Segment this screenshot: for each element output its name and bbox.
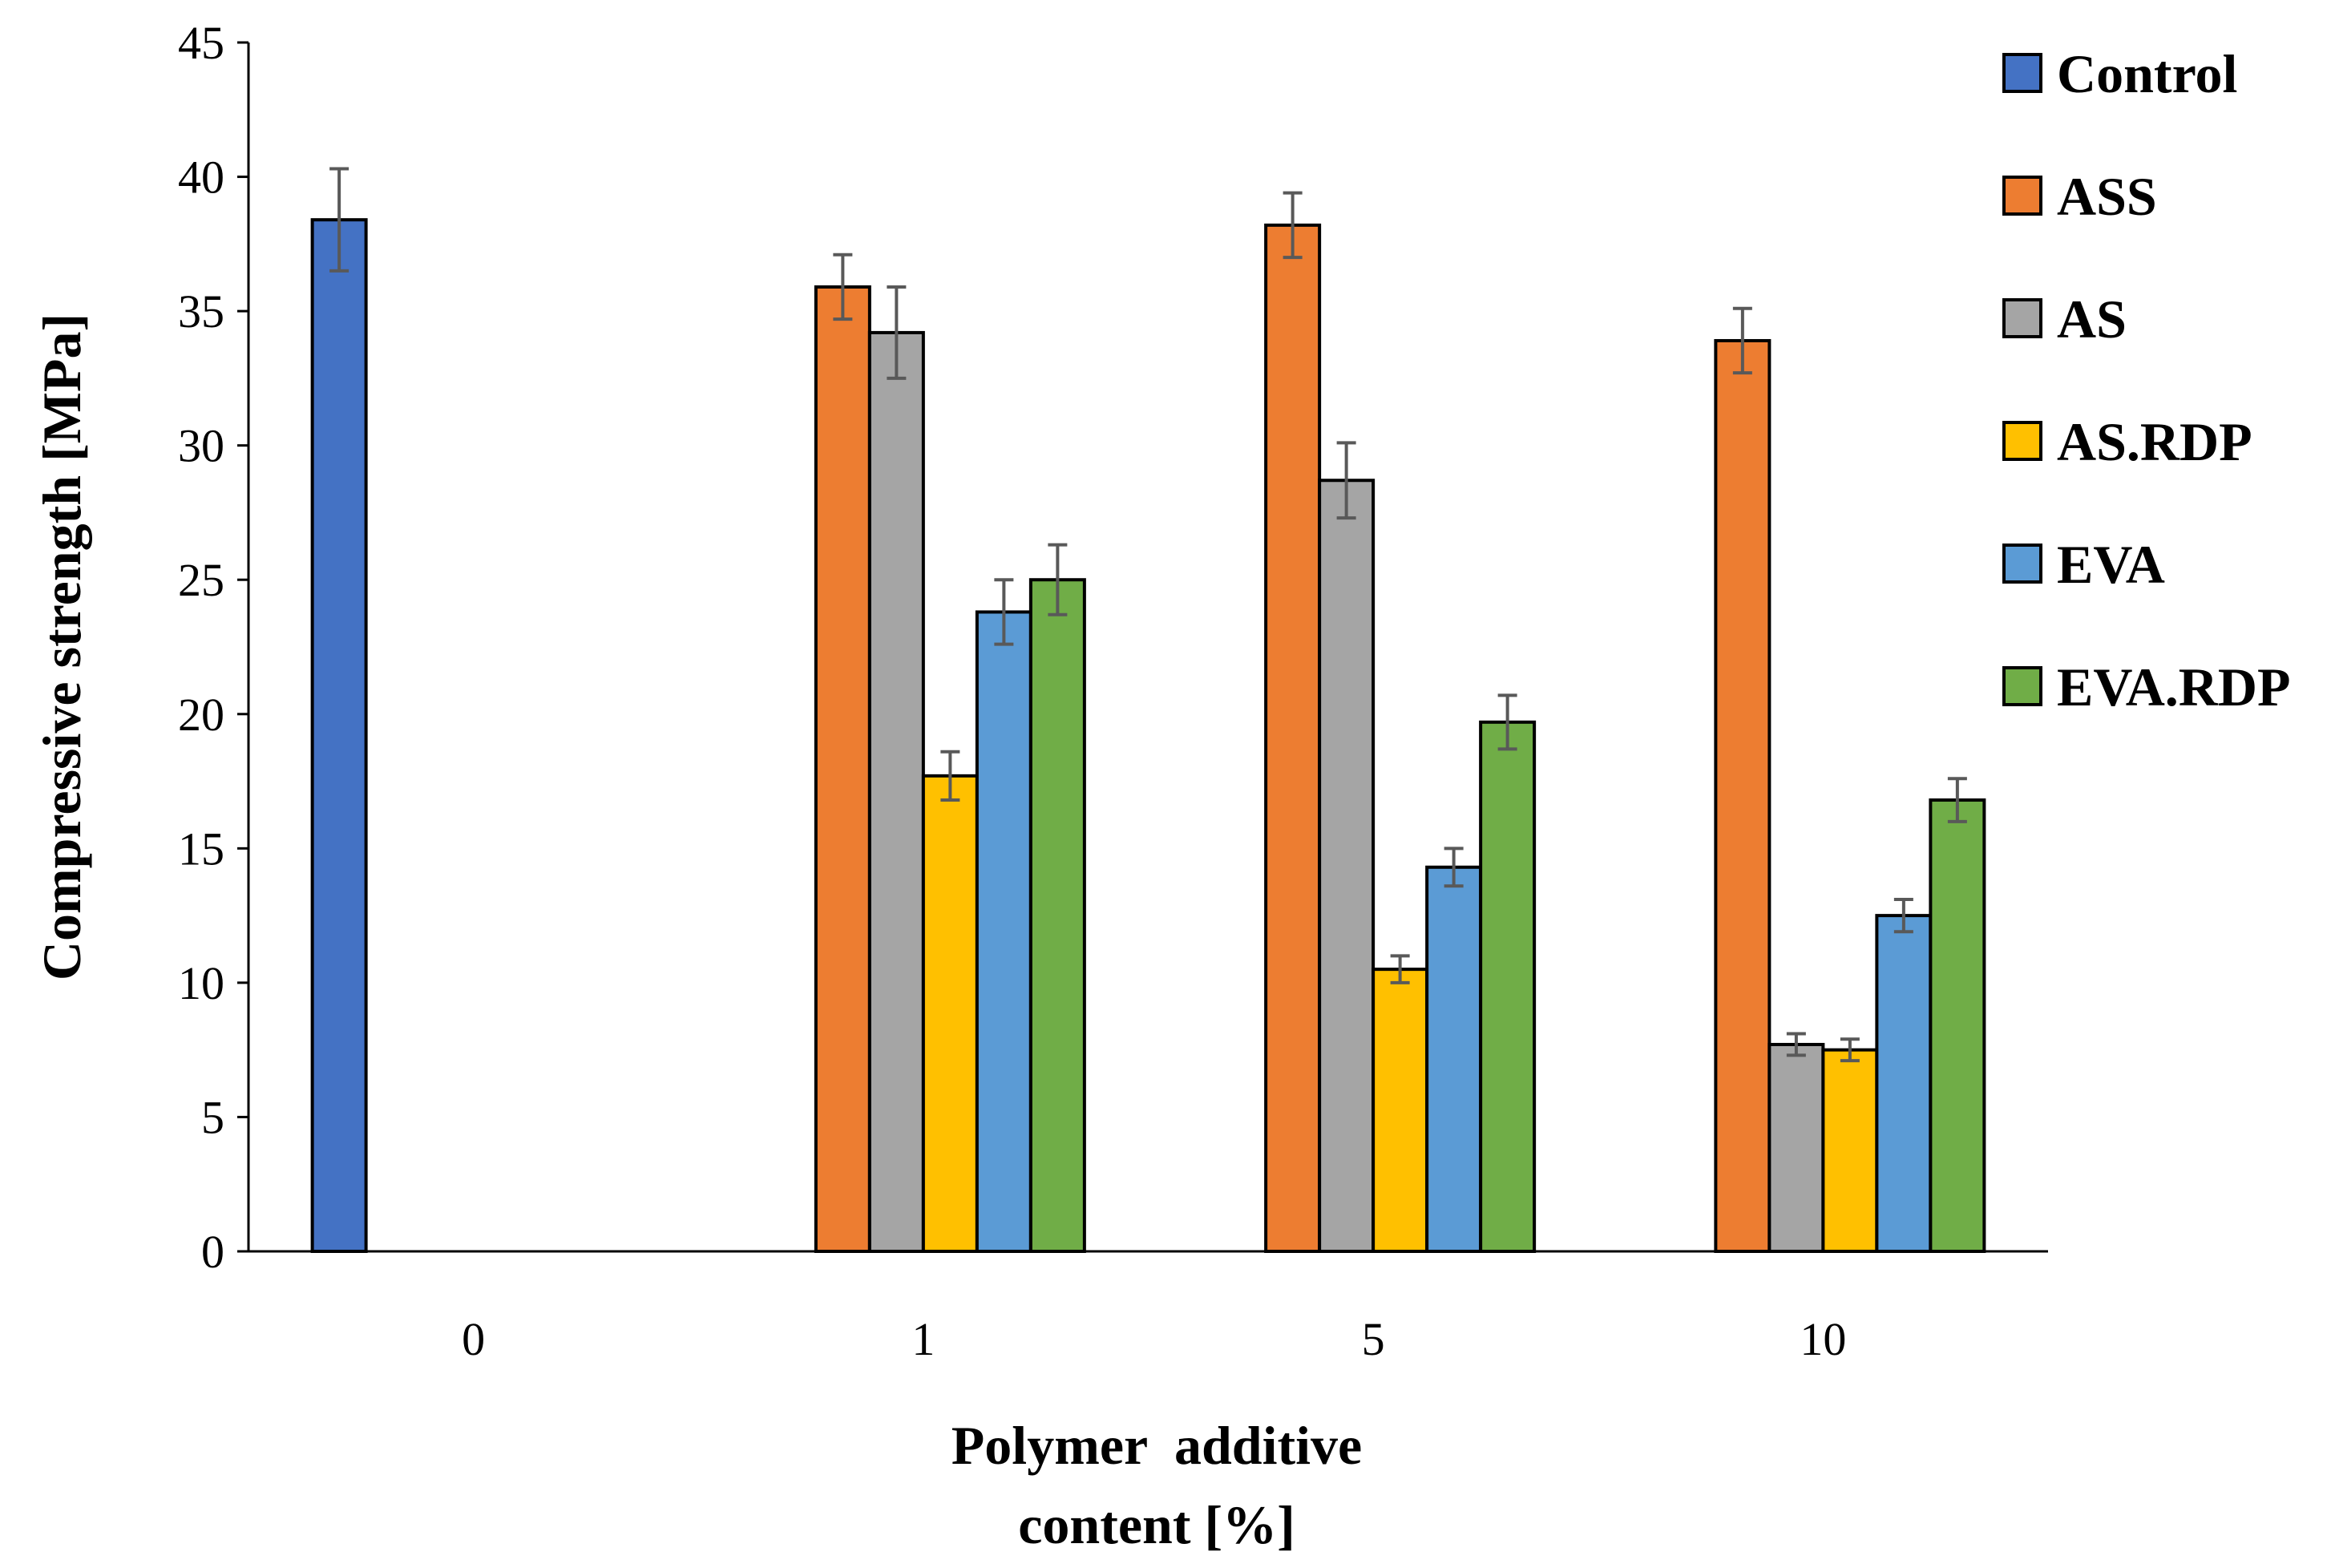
bar-eva-1 [975,610,1032,1253]
bar-eva-5 [1425,865,1483,1254]
bar-eva-rdp-5 [1479,720,1537,1253]
x-tick-label: 5 [1362,1313,1385,1365]
legend-item-control: Control [2002,43,2237,104]
bar-as-5 [1318,479,1376,1253]
error-bars-layer [329,167,1967,1063]
error-bar-ass-5 [1283,191,1303,260]
error-bar-eva-1 [994,578,1014,646]
bar-as-1 [867,330,925,1253]
y-tick-label: 40 [178,152,224,204]
legend: Control ASS AS AS.RDP EVA EVA.RDP [2002,43,2291,717]
error-bar-eva-5 [1444,847,1464,888]
x-axis-title-line-2: content [%] [1018,1494,1295,1555]
x-tick-label: 10 [1800,1313,1846,1365]
error-bar-eva-10 [1893,898,1913,934]
legend-label: AS.RDP [2057,411,2252,472]
legend-label: EVA.RDP [2057,657,2291,717]
error-bar-as-rdp-5 [1390,954,1410,984]
legend-label: Control [2057,43,2237,104]
bar-ass-1 [814,285,871,1253]
legend-label: EVA [2057,534,2165,595]
y-tick-label: 20 [178,689,224,741]
axes-layer [247,42,2048,1253]
error-bar-control-0 [329,167,349,273]
bar-eva-rdp-1 [1028,578,1086,1253]
bar-control-0 [310,218,368,1253]
legend-swatch [2002,544,2042,584]
legend-swatch [2002,421,2042,461]
legend-item-as-rdp: AS.RDP [2002,411,2252,472]
y-tick-label: 45 [178,17,224,69]
x-tick-label: 0 [462,1313,485,1365]
bar-eva-10 [1875,914,1933,1253]
bar-as-rdp-10 [1821,1048,1879,1253]
error-bar-eva-rdp-1 [1048,543,1068,616]
y-tick-label: 5 [201,1091,224,1143]
legend-item-eva: EVA [2002,534,2165,595]
legend-label: AS [2057,289,2127,350]
error-bar-as-10 [1786,1032,1806,1057]
bar-ass-5 [1264,223,1322,1253]
y-tick-label: 10 [178,957,224,1009]
legend-label: ASS [2057,166,2157,227]
legend-swatch [2002,53,2042,93]
x-axis-title-line-1: Polymer additive [951,1415,1362,1476]
bar-eva-rdp-10 [1929,798,1986,1253]
y-tick-label: 30 [178,420,224,472]
bars-layer [310,218,1986,1254]
legend-item-as: AS [2002,289,2127,350]
y-tick-labels: 0 5 10 15 20 25 30 35 40 45 [178,17,248,1278]
y-tick-label: 15 [178,822,224,875]
x-tick-label: 1 [911,1313,935,1365]
error-bar-as-rdp-10 [1840,1037,1860,1063]
error-bar-as-5 [1336,441,1356,520]
legend-swatch [2002,176,2042,216]
bar-as-rdp-5 [1372,968,1429,1253]
y-tick-label: 0 [201,1226,224,1278]
bar-ass-10 [1714,338,1771,1253]
y-tick-label: 25 [178,554,224,606]
x-tick-labels: 0 1 5 10 [462,1313,1846,1365]
error-bar-ass-10 [1732,306,1752,375]
legend-swatch [2002,298,2042,338]
y-axis-title: Compressive strength [MPa] [31,313,92,980]
error-bar-as-1 [887,285,907,380]
legend-item-eva-rdp: EVA.RDP [2002,657,2291,717]
error-bar-as-rdp-1 [940,750,960,802]
error-bar-eva-rdp-10 [1947,777,1967,823]
legend-item-ass: ASS [2002,166,2157,227]
error-bar-eva-rdp-5 [1497,693,1517,751]
y-tick-label: 35 [178,285,224,337]
bar-as-10 [1767,1042,1825,1254]
error-bar-ass-1 [833,253,853,321]
legend-swatch [2002,666,2042,706]
bar-as-rdp-1 [921,774,979,1253]
